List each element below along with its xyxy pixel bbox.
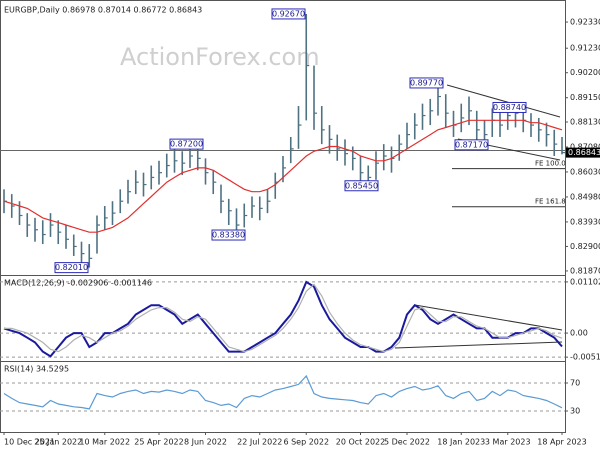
y-tick-label: 0.011023 bbox=[570, 277, 600, 286]
y-tick-label: 0.86030 bbox=[570, 167, 600, 176]
series-line bbox=[3, 374, 563, 410]
y-tick-label: 0.00 bbox=[570, 329, 588, 338]
x-tick-label: 25 Apr 2022 bbox=[134, 438, 183, 447]
series-line bbox=[3, 119, 563, 233]
x-tick-label: 18 Apr 2023 bbox=[537, 438, 586, 447]
x-tick-label: 22 Jul 2022 bbox=[237, 438, 282, 447]
y-tick-label: 0.91230 bbox=[570, 44, 600, 53]
panel-header: RSI(14) 34.5295 bbox=[4, 365, 69, 374]
x-tick-label: 25 Jan 2022 bbox=[34, 438, 82, 447]
x-tick-label: 10 Mar 2022 bbox=[79, 438, 130, 447]
price-label-box bbox=[454, 139, 489, 151]
price-label: 0.83380 bbox=[212, 231, 245, 240]
last-price-box bbox=[566, 147, 600, 158]
price-label: 0.92670 bbox=[272, 9, 305, 18]
y-tick-label: 0.88130 bbox=[570, 117, 600, 126]
price-label-box bbox=[54, 262, 89, 274]
panel-header: EURGBP,Daily 0.86978 0.87014 0.86772 0.8… bbox=[4, 6, 202, 15]
y-tick-label: 0.81870 bbox=[570, 266, 600, 275]
price-label: 0.89770 bbox=[410, 78, 443, 87]
price-label: 0.82010 bbox=[55, 263, 88, 272]
x-tick-label: 6 Sep 2022 bbox=[283, 438, 329, 447]
price-label-box bbox=[211, 229, 246, 241]
trend-line bbox=[446, 84, 561, 118]
x-tick-label: 5 Dec 2022 bbox=[384, 438, 430, 447]
panel-header: MACD(12,26,9) -0.002906 -0.001146 bbox=[4, 279, 152, 288]
price-label-box bbox=[409, 77, 444, 89]
y-tick-label: 0.83930 bbox=[570, 217, 600, 226]
trend-line bbox=[414, 304, 563, 331]
series-line bbox=[4, 283, 563, 353]
y-tick-label: 0.89150 bbox=[570, 93, 600, 102]
y-tick-label: 70 bbox=[570, 379, 580, 388]
fe-label: FE 100.0 bbox=[535, 160, 566, 168]
y-tick-label: 0.90200 bbox=[570, 68, 600, 77]
price-label: 0.87200 bbox=[170, 140, 203, 149]
fe-label: FE 161.8 bbox=[535, 198, 566, 206]
trend-line bbox=[394, 341, 563, 349]
plot-frame bbox=[0, 0, 566, 433]
price-label: 0.87170 bbox=[455, 140, 488, 149]
price-label: 0.85450 bbox=[345, 181, 378, 190]
y-tick-label: 30 bbox=[570, 407, 580, 416]
y-tick-label: 0.84980 bbox=[570, 192, 600, 201]
x-tick-label: 20 Oct 2022 bbox=[336, 438, 385, 447]
price-label: 0.88740 bbox=[493, 103, 526, 112]
y-tick-label: 0.82900 bbox=[570, 242, 600, 251]
price-label-box bbox=[271, 8, 306, 20]
y-tick-label: -0.005182 bbox=[570, 353, 600, 362]
price-label-box bbox=[492, 101, 527, 113]
price-label-box bbox=[169, 138, 204, 150]
price-label-box bbox=[344, 180, 379, 192]
x-tick-label: 18 Jan 2023 bbox=[437, 438, 485, 447]
watermark: ActionForex.com bbox=[120, 43, 320, 71]
last-price-label: 0.86843 bbox=[568, 148, 600, 157]
x-tick-label: 10 Dec 2021 bbox=[4, 438, 55, 447]
x-tick-label: 3 Mar 2023 bbox=[485, 438, 531, 447]
y-tick-label: 0.87080 bbox=[570, 142, 600, 151]
y-tick-label: 0.92330 bbox=[570, 18, 600, 27]
x-tick-label: 8 Jun 2022 bbox=[184, 438, 227, 447]
